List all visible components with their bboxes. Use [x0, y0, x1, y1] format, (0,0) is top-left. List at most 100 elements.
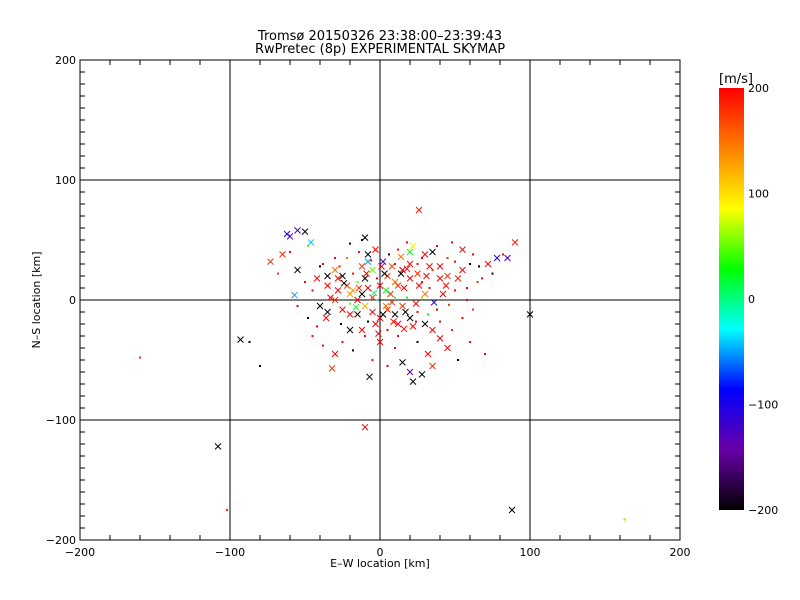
- point-dot: [623, 518, 626, 521]
- point-x-stroke: [415, 206, 423, 214]
- point-dot: [304, 281, 306, 283]
- point-x-stroke: [316, 302, 324, 310]
- point-x: [409, 378, 417, 385]
- point-x: [355, 284, 363, 292]
- point-x-stroke: [421, 290, 429, 298]
- point-dot: [394, 347, 396, 349]
- point-x-stroke: [370, 289, 378, 297]
- point-x-stroke: [394, 320, 402, 328]
- point-x-stroke: [382, 287, 390, 294]
- point-x: [354, 311, 361, 318]
- point-x: [358, 326, 366, 334]
- point-x-stroke: [397, 253, 405, 261]
- point-x-stroke: [313, 275, 321, 282]
- point-x-stroke: [444, 344, 451, 352]
- point-x: [415, 282, 423, 289]
- point-x-stroke: [459, 266, 466, 274]
- point-dot: [388, 253, 390, 256]
- point-x-stroke: [364, 284, 372, 292]
- point-dot: [416, 341, 419, 343]
- point-dot: [394, 296, 396, 299]
- point-x: [423, 272, 430, 280]
- colorbar: [m/s] 200 100 0 −100 −200: [719, 72, 778, 517]
- point-x: [346, 311, 354, 318]
- colorbar-tick-labels: 200 100 0 −100 −200: [748, 82, 778, 517]
- point-x-stroke: [421, 320, 429, 328]
- point-x-stroke: [361, 423, 369, 431]
- point-x-stroke: [508, 506, 516, 514]
- point-x-stroke: [237, 336, 244, 343]
- point-x-stroke: [369, 294, 376, 301]
- point-x-stroke: [361, 234, 369, 241]
- point-x: [430, 299, 438, 306]
- point-x-stroke: [372, 320, 379, 328]
- point-x-stroke: [511, 239, 519, 246]
- point-x-stroke: [267, 258, 274, 265]
- point-x-stroke: [379, 311, 387, 318]
- y-axis-label: N–S location [km]: [30, 251, 43, 348]
- point-x-stroke: [493, 254, 501, 262]
- point-x-stroke: [366, 373, 373, 381]
- point-dot: [421, 281, 423, 283]
- point-x-stroke: [406, 368, 414, 376]
- point-x-stroke: [364, 258, 372, 265]
- point-x-stroke: [429, 326, 436, 334]
- point-x-stroke: [436, 335, 444, 342]
- point-x-stroke: [414, 270, 421, 277]
- point-x: [399, 302, 406, 310]
- point-x-stroke: [484, 260, 492, 268]
- point-x: [370, 289, 378, 297]
- point-x-stroke: [526, 311, 534, 318]
- point-dot: [469, 263, 471, 265]
- point-x-stroke: [334, 275, 342, 282]
- point-x-stroke: [400, 284, 408, 292]
- point-dot: [356, 281, 359, 283]
- point-x-stroke: [331, 266, 339, 274]
- point-dot: [311, 335, 314, 337]
- point-x: [372, 246, 379, 253]
- point-x: [444, 272, 451, 280]
- tick-labels: −200 −100 0 100 200 −200 −100 0 100 200: [46, 54, 691, 559]
- point-x: [339, 272, 346, 280]
- point-x: [372, 320, 379, 328]
- point-x: [379, 311, 387, 318]
- point-x-stroke: [399, 266, 406, 274]
- point-dot: [319, 265, 321, 268]
- point-x-stroke: [346, 290, 354, 298]
- point-x: [387, 290, 394, 298]
- point-x: [412, 300, 420, 307]
- point-x: [322, 314, 330, 322]
- point-dot: [386, 329, 389, 331]
- point-dot: [376, 299, 378, 301]
- point-dot: [334, 257, 336, 259]
- point-x-stroke: [376, 338, 384, 346]
- point-x: [361, 423, 369, 431]
- point-x-stroke: [426, 263, 433, 270]
- point-x-stroke: [412, 300, 420, 307]
- point-dot: [341, 341, 344, 343]
- point-dot: [397, 248, 399, 251]
- point-x: [328, 365, 336, 372]
- point-dot: [421, 296, 423, 299]
- point-x-stroke: [324, 308, 331, 316]
- point-x-stroke: [403, 265, 411, 273]
- point-dot: [448, 303, 450, 306]
- point-dot: [415, 320, 417, 323]
- point-x: [324, 282, 331, 289]
- point-dot: [289, 251, 291, 253]
- point-x: [366, 373, 373, 381]
- colorbar-tick-label: 200: [748, 82, 769, 95]
- point-x: [421, 290, 429, 298]
- point-x: [294, 266, 301, 274]
- point-dot: [307, 317, 309, 319]
- point-x-stroke: [364, 251, 372, 258]
- point-x: [301, 228, 309, 235]
- point-x: [331, 350, 339, 358]
- point-x-stroke: [375, 330, 382, 337]
- point-x: [334, 287, 342, 294]
- point-x-stroke: [399, 302, 406, 310]
- point-dot: [311, 289, 314, 292]
- point-dot: [502, 253, 504, 256]
- point-dot: [349, 302, 351, 305]
- point-x: [406, 368, 414, 376]
